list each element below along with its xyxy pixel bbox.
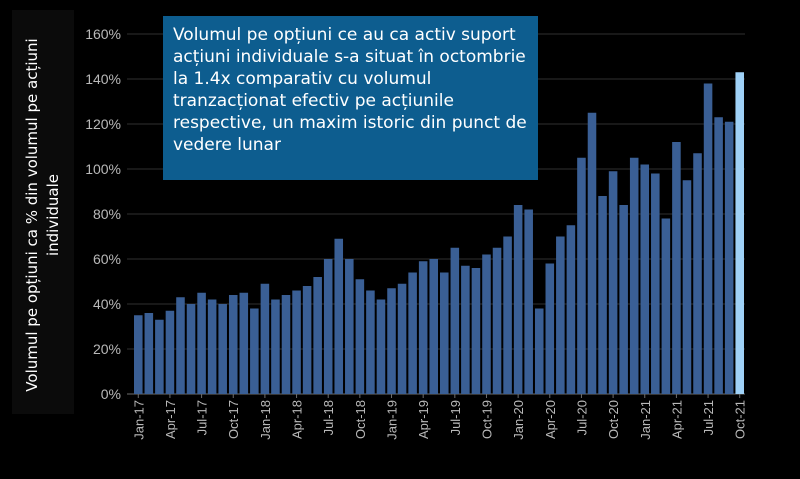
bar-Feb-17 [144, 313, 154, 394]
bar-May-18 [302, 286, 312, 394]
bar-Nov-17 [239, 292, 249, 394]
bar-May-20 [556, 236, 565, 394]
bar-Jun-20 [566, 225, 576, 394]
bar-Sep-21 [724, 121, 734, 394]
x-tick-label: Jan-18 [258, 400, 273, 440]
bar-Jun-18 [313, 277, 322, 394]
y-tick-label: 160% [85, 26, 121, 42]
x-tick-label: Jul-21 [701, 400, 716, 435]
y-tick-label: 60% [93, 251, 121, 267]
bar-Feb-19 [397, 283, 407, 394]
bar-Oct-21 [735, 72, 744, 394]
x-tick-label: Jul-18 [321, 400, 336, 435]
x-tick-label: Apr-19 [416, 400, 431, 439]
x-tick-label: Jan-17 [131, 400, 146, 440]
x-tick-label: Jan-21 [638, 400, 653, 440]
bar-Aug-17 [207, 299, 217, 394]
y-axis-title-panel [12, 10, 74, 414]
bar-Oct-20 [608, 171, 618, 394]
y-tick-label: 20% [93, 341, 121, 357]
annotation-box: Volumul pe opțiuni ce au ca activ suport… [163, 16, 538, 180]
bar-Jun-17 [186, 304, 196, 394]
bar-Jan-18 [260, 283, 270, 394]
x-tick-label: Oct-19 [479, 400, 494, 439]
bar-Apr-17 [165, 310, 175, 394]
bar-Feb-18 [271, 299, 280, 394]
x-tick-label: Apr-17 [163, 400, 178, 439]
y-tick-label: 40% [93, 296, 121, 312]
bar-Sep-19 [471, 268, 481, 394]
x-tick-label: Jan-20 [511, 400, 526, 440]
bar-May-17 [176, 297, 185, 394]
bar-Jan-19 [387, 288, 396, 394]
bar-Aug-19 [461, 265, 470, 394]
y-tick-label: 120% [85, 116, 121, 132]
bar-May-19 [429, 259, 438, 394]
bar-Nov-19 [492, 247, 502, 394]
bar-Aug-21 [714, 117, 723, 394]
bar-Feb-20 [524, 209, 533, 394]
bar-Jul-17 [197, 292, 206, 394]
bar-Aug-20 [587, 112, 597, 394]
bar-Mar-21 [661, 218, 671, 394]
bar-Sep-18 [345, 259, 354, 394]
bar-Aug-18 [334, 238, 344, 394]
bar-Jan-17 [134, 315, 143, 394]
bar-Oct-18 [355, 279, 365, 394]
bar-Mar-17 [155, 319, 164, 394]
bar-Apr-18 [292, 290, 301, 394]
bar-Mar-18 [281, 295, 291, 394]
bar-Dec-20 [629, 157, 639, 394]
x-tick-label: Apr-20 [543, 400, 558, 439]
bar-Jun-21 [693, 153, 702, 394]
bar-Dec-17 [250, 308, 259, 394]
bar-Jan-20 [513, 205, 523, 394]
bar-Dec-19 [503, 236, 512, 394]
x-tick-label: Jul-19 [448, 400, 463, 435]
x-tick-label: Oct-18 [353, 400, 368, 439]
bar-Jul-19 [450, 247, 460, 394]
y-tick-label: 80% [93, 206, 121, 222]
bar-Apr-21 [672, 142, 681, 394]
bar-May-21 [682, 180, 692, 394]
bar-Apr-19 [418, 261, 428, 394]
bar-Sep-17 [218, 304, 227, 394]
bar-Oct-19 [482, 254, 491, 394]
bar-Oct-17 [228, 295, 238, 394]
x-tick-label: Apr-21 [669, 400, 684, 439]
x-tick-label: Oct-21 [733, 400, 748, 439]
x-tick-label: Apr-18 [290, 400, 305, 439]
x-tick-label: Jan-19 [385, 400, 400, 440]
bar-Sep-20 [598, 196, 607, 394]
x-tick-label: Jul-17 [195, 400, 210, 435]
bar-Feb-21 [651, 173, 660, 394]
bar-Apr-20 [545, 263, 555, 394]
x-tick-label: Jul-20 [574, 400, 589, 435]
bar-Mar-20 [534, 308, 544, 394]
bar-Jul-21 [703, 83, 713, 394]
bar-Jan-21 [640, 164, 650, 394]
x-tick-label: Oct-20 [606, 400, 621, 439]
bar-Nov-18 [366, 290, 375, 394]
x-tick-label: Oct-17 [226, 400, 241, 439]
bar-Jul-18 [323, 259, 333, 394]
bar-Nov-20 [619, 205, 628, 394]
y-tick-label: 0% [101, 386, 121, 402]
y-tick-label: 140% [85, 71, 121, 87]
y-tick-label: 100% [85, 161, 121, 177]
bar-Jul-20 [577, 157, 586, 394]
bar-Jun-19 [440, 272, 449, 394]
bar-Mar-19 [408, 272, 417, 394]
y-axis-title: Volumul pe opțiuni ca % din volumul pe a… [23, 38, 62, 392]
bar-Dec-18 [376, 299, 386, 394]
